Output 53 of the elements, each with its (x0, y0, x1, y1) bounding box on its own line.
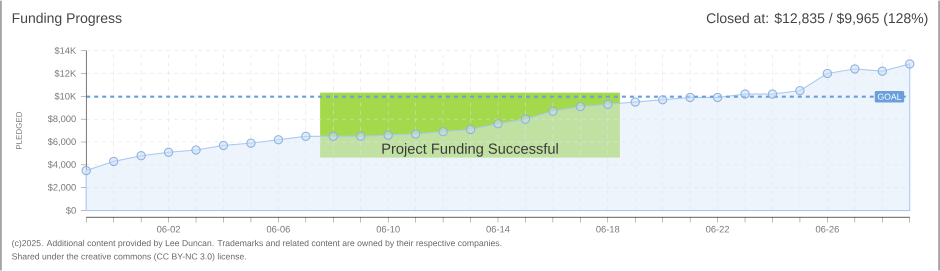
point (136, 150, 146, 160)
y-tick-label: $0 (66, 206, 76, 214)
y-tick-label: $6,000 (48, 138, 76, 146)
y-tick-label: $2,000 (48, 184, 76, 192)
point (493, 118, 503, 128)
point (438, 126, 448, 136)
point (576, 102, 586, 112)
text: Shared under the creative commons (CC BY-NC 3.0) license. (12, 253, 246, 262)
point (768, 89, 778, 99)
x-tick-label: 06-14 (486, 226, 510, 232)
point (82, 166, 91, 176)
point (246, 138, 256, 148)
point (520, 114, 530, 124)
x-tick-label: 06-10 (376, 226, 400, 232)
point (850, 64, 860, 74)
y-tick-label: $4,000 (48, 160, 76, 169)
y-tick-label: $10K (54, 92, 76, 100)
point (740, 89, 750, 99)
x-tick-label: 06-06 (266, 226, 290, 232)
point (218, 140, 228, 150)
chart-subtitle: Closed at: $12,835 / $9,965 (128%) (706, 12, 928, 26)
ref-line-label: GOAL (878, 94, 902, 100)
point (356, 132, 366, 141)
point (795, 86, 805, 96)
point (712, 92, 722, 102)
point (548, 106, 558, 116)
point (905, 59, 914, 69)
point (685, 92, 695, 102)
chart-title: Funding Progress (12, 12, 122, 26)
y-tick-label: $8,000 (48, 115, 76, 124)
text: (c)2025. Additional content provided by Lee Duncan. Trademarks and related content are owned by their respective companies. (12, 240, 502, 248)
point (384, 130, 393, 140)
point (603, 100, 612, 109)
point (328, 132, 338, 141)
x-tick-label: 06-02 (157, 226, 180, 232)
point (109, 156, 118, 166)
point (658, 95, 668, 104)
point (466, 124, 476, 134)
point (630, 97, 640, 107)
x-tick-label: 06-18 (596, 226, 620, 232)
x-tick-label: 06-22 (706, 226, 730, 232)
point (301, 132, 311, 141)
x-tick-label: 06-26 (816, 226, 839, 232)
point (822, 68, 832, 78)
y-axis-title: PLEDGED (16, 112, 22, 149)
point (164, 148, 174, 157)
y-tick-label: $14K (54, 46, 76, 54)
y-tick-label: $12K (54, 70, 76, 78)
point (410, 129, 420, 139)
point (191, 145, 201, 155)
annotation: Project Funding Successful (382, 143, 558, 157)
point (878, 66, 887, 76)
point (274, 134, 284, 144)
